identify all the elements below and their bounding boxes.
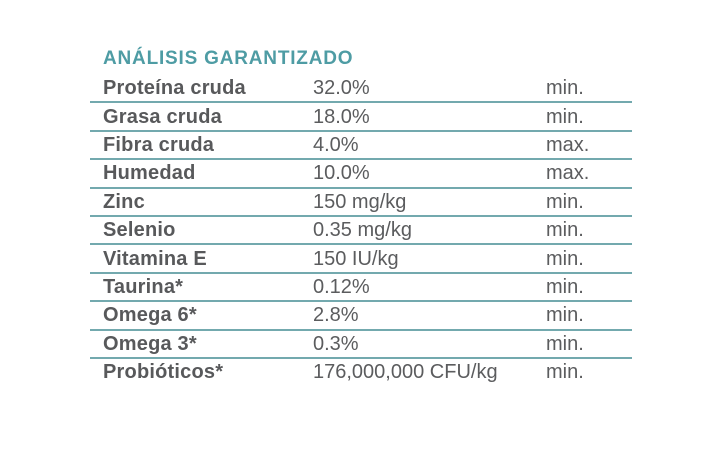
nutrient-value: 176,000,000 CFU/kg xyxy=(313,361,498,384)
nutrient-value: 0.12% xyxy=(313,275,370,298)
limit-type: min. xyxy=(546,105,584,128)
limit-type: min. xyxy=(546,190,584,213)
limit-type: min. xyxy=(546,275,584,298)
nutrient-label: Omega 6* xyxy=(103,304,197,327)
nutrient-value: 4.0% xyxy=(313,133,359,156)
table-row: Humedad 10.0% max. xyxy=(90,160,632,189)
nutrient-label: Omega 3* xyxy=(103,332,197,355)
nutrient-value: 2.8% xyxy=(313,304,359,327)
nutrient-label: Humedad xyxy=(103,162,196,185)
table-row: Vitamina E 150 IU/kg min. xyxy=(90,245,632,274)
nutrient-value: 0.3% xyxy=(313,332,359,355)
nutrient-label: Probióticos* xyxy=(103,361,224,384)
limit-type: max. xyxy=(546,133,590,156)
analysis-table: Proteína cruda 32.0% min. Grasa cruda 18… xyxy=(90,75,632,385)
section-title: ANÁLISIS GARANTIZADO xyxy=(103,48,354,69)
nutrient-label: Zinc xyxy=(103,190,145,213)
nutrient-label: Grasa cruda xyxy=(103,105,222,128)
table-row: Proteína cruda 32.0% min. xyxy=(90,75,632,104)
nutrient-value: 150 IU/kg xyxy=(313,247,399,270)
limit-type: min. xyxy=(546,219,584,242)
table-row: Selenio 0.35 mg/kg min. xyxy=(90,217,632,246)
limit-type: min. xyxy=(546,332,584,355)
nutrient-label: Vitamina E xyxy=(103,247,207,270)
nutrient-value: 150 mg/kg xyxy=(313,190,407,213)
table-row: Zinc 150 mg/kg min. xyxy=(90,189,632,217)
nutrient-value: 32.0% xyxy=(313,77,370,100)
limit-type: min. xyxy=(546,304,584,327)
nutrient-value: 10.0% xyxy=(313,162,370,185)
table-row: Omega 3* 0.3% min. xyxy=(90,331,632,359)
table-row: Grasa cruda 18.0% min. xyxy=(90,103,632,132)
limit-type: min. xyxy=(546,77,584,100)
limit-type: max. xyxy=(546,162,590,185)
nutrient-label: Selenio xyxy=(103,219,176,242)
nutrient-label: Proteína cruda xyxy=(103,77,246,100)
table-row: Probióticos* 176,000,000 CFU/kg min. xyxy=(90,359,632,385)
table-row: Taurina* 0.12% min. xyxy=(90,274,632,303)
nutrient-label: Fibra cruda xyxy=(103,133,215,156)
nutrient-value: 18.0% xyxy=(313,105,370,128)
nutrient-label: Taurina* xyxy=(103,275,184,298)
table-row: Omega 6* 2.8% min. xyxy=(90,302,632,331)
limit-type: min. xyxy=(546,247,584,270)
limit-type: min. xyxy=(546,361,584,384)
table-row: Fibra cruda 4.0% max. xyxy=(90,132,632,161)
guaranteed-analysis-panel: ANÁLISIS GARANTIZADO Proteína cruda 32.0… xyxy=(90,48,632,385)
nutrient-value: 0.35 mg/kg xyxy=(313,219,412,242)
